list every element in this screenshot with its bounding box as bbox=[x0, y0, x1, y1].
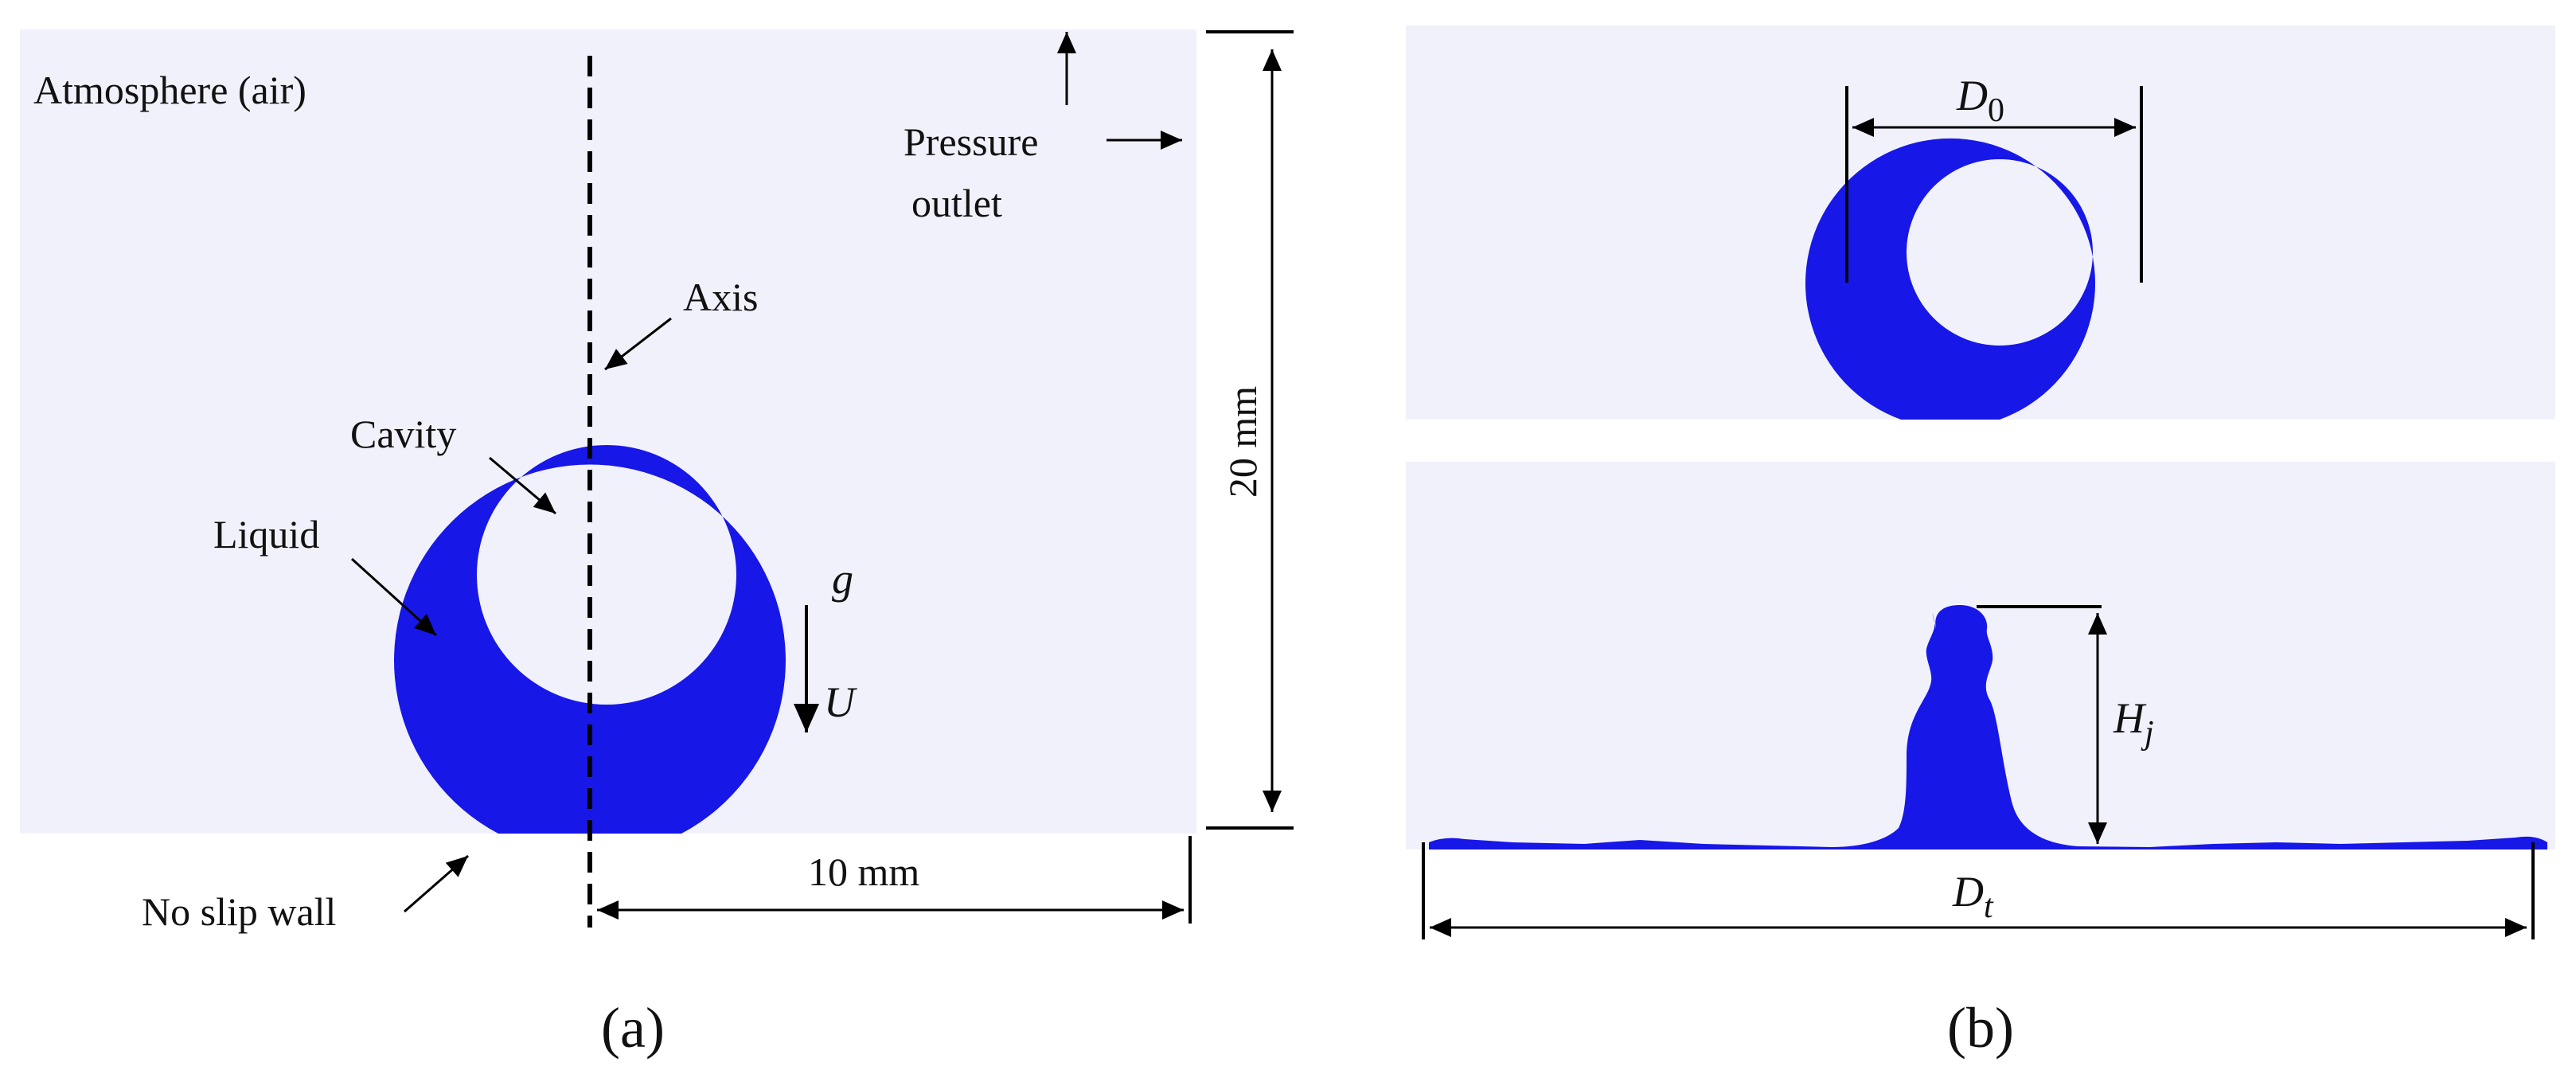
d0-label: D0 bbox=[1956, 72, 2004, 129]
dt-label: Dt bbox=[1952, 868, 1994, 925]
panel-b: D0 Hj Dt (b) bbox=[1406, 25, 2555, 1060]
pressure-outlet-label-line2: outlet bbox=[911, 181, 1002, 225]
cavity-pointer-arrow bbox=[489, 456, 556, 515]
computational-domain bbox=[20, 29, 1196, 834]
compound-droplet bbox=[394, 445, 786, 834]
velocity-symbol: U bbox=[824, 678, 857, 726]
d0-symbol: D bbox=[1956, 72, 1988, 119]
pressure-outlet-label-line1: Pressure bbox=[904, 119, 1038, 164]
dt-subscript: t bbox=[1984, 888, 1994, 925]
liquid-label: Liquid bbox=[213, 512, 319, 557]
wall-pointer-arrow bbox=[404, 854, 469, 913]
liquid-shell bbox=[394, 445, 786, 834]
caption-a: (a) bbox=[601, 996, 665, 1060]
dt-symbol: D bbox=[1952, 868, 1984, 916]
hj-symbol: H bbox=[2113, 694, 2147, 742]
width-dimension-label: 10 mm bbox=[808, 849, 919, 894]
hj-label: Hj bbox=[2113, 694, 2154, 752]
spread-film-and-jet bbox=[1429, 605, 2547, 849]
caption-b: (b) bbox=[1947, 996, 2014, 1060]
initial-liquid-shell bbox=[1805, 138, 2096, 420]
d0-subscript: 0 bbox=[1988, 92, 2004, 129]
gravity-symbol: g bbox=[832, 555, 853, 603]
hj-subscript: j bbox=[2141, 715, 2154, 752]
wall-label: No slip wall bbox=[142, 889, 336, 934]
liquid-pointer-arrow bbox=[350, 557, 438, 637]
axis-pointer-arrow bbox=[604, 317, 672, 371]
axis-label: Axis bbox=[683, 275, 758, 319]
cavity-label: Cavity bbox=[350, 412, 456, 456]
atmosphere-label: Atmosphere (air) bbox=[33, 68, 306, 112]
height-dimension-label: 20 mm bbox=[1220, 386, 1265, 498]
panel-a: Atmosphere (air) Pressure outlet Axis Ca… bbox=[20, 29, 1294, 1060]
